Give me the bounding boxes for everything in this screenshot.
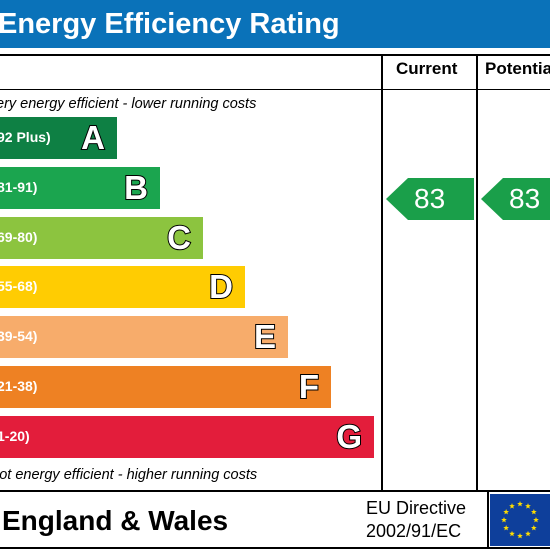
eu-star-icon xyxy=(503,525,509,531)
band-e: 39-54) E xyxy=(0,316,288,358)
band-b: 81-91) B xyxy=(0,167,160,209)
eu-directive-line1: EU Directive xyxy=(366,498,467,518)
eu-star-icon xyxy=(533,517,539,523)
band-e-range: 39-54) xyxy=(0,328,38,344)
bottom-efficiency-note: lot energy efficient - higher running co… xyxy=(0,467,258,483)
eu-flag-stars xyxy=(501,501,539,539)
region-label: England & Wales xyxy=(2,505,229,536)
table-top-border xyxy=(0,54,550,56)
band-d-range: 55-68) xyxy=(0,278,38,294)
band-d: 55-68) D xyxy=(0,266,245,308)
eu-star-icon xyxy=(517,501,523,507)
eu-star-icon xyxy=(531,525,537,531)
eu-star-icon xyxy=(503,509,509,515)
table-bottom-border xyxy=(0,547,550,549)
page-title: Energy Efficiency Rating xyxy=(0,8,340,40)
current-rating-arrow: 83 xyxy=(386,178,474,220)
band-f-range: 21-38) xyxy=(0,378,38,394)
eu-directive-label: EU Directive 2002/91/EC xyxy=(366,497,466,543)
band-a-letter: A xyxy=(80,118,106,157)
band-a: 92 Plus) A xyxy=(0,117,117,159)
band-f-letter: F xyxy=(298,367,320,406)
band-e-letter: E xyxy=(253,317,277,356)
band-g: 1-20) G xyxy=(0,416,374,458)
band-g-letter: G xyxy=(335,417,363,456)
eu-star-icon xyxy=(525,530,531,537)
band-b-letter: B xyxy=(123,168,149,207)
band-a-range: 92 Plus) xyxy=(0,129,51,145)
current-column-left-divider xyxy=(381,54,383,492)
eu-star-icon xyxy=(509,503,515,509)
current-rating-value: 83 xyxy=(414,183,446,214)
eu-star-icon xyxy=(501,517,507,523)
band-g-range: 1-20) xyxy=(0,428,30,444)
potential-rating-value: 83 xyxy=(509,183,541,214)
potential-rating-arrow: 83 xyxy=(481,178,550,220)
band-d-letter: D xyxy=(208,267,234,306)
band-c-letter: C xyxy=(166,218,192,257)
band-f: 21-38) F xyxy=(0,366,331,408)
band-c: 69-80) C xyxy=(0,217,203,259)
eu-directive-line2: 2002/91/EC xyxy=(366,521,462,541)
current-column-header: Current xyxy=(396,59,458,78)
footer-top-divider xyxy=(0,490,550,492)
top-efficiency-note: ery energy efficient - lower running cos… xyxy=(0,96,257,112)
potential-column-header: Potential xyxy=(485,59,550,78)
potential-column-left-divider xyxy=(476,54,478,492)
eu-flag-icon xyxy=(490,494,550,546)
band-b-range: 81-91) xyxy=(0,179,38,195)
eu-star-icon xyxy=(517,533,523,539)
header-row-divider xyxy=(0,89,550,90)
eu-star-icon xyxy=(525,503,531,509)
header-bar: Energy Efficiency Rating xyxy=(0,0,550,48)
band-c-range: 69-80) xyxy=(0,229,38,245)
eu-star-icon xyxy=(531,509,537,515)
eu-star-icon xyxy=(509,530,515,537)
footer-flag-divider xyxy=(487,490,489,548)
